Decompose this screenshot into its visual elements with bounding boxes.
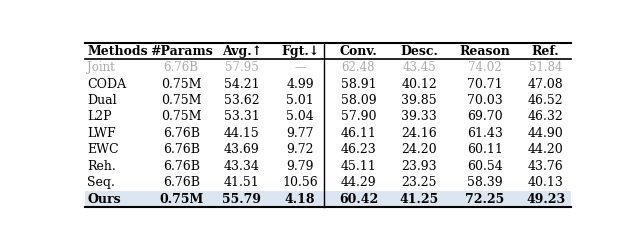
Text: 60.42: 60.42 [339,193,378,205]
Text: 45.11: 45.11 [340,160,376,173]
Text: 53.62: 53.62 [224,94,260,107]
Text: 46.23: 46.23 [340,143,376,156]
Text: 46.11: 46.11 [340,127,376,140]
Text: 40.12: 40.12 [401,77,437,91]
Text: 72.25: 72.25 [465,193,504,205]
Text: 9.77: 9.77 [287,127,314,140]
Text: LWF: LWF [88,127,116,140]
Text: 0.75M: 0.75M [161,77,202,91]
Text: 44.20: 44.20 [528,143,564,156]
Text: 43.76: 43.76 [528,160,564,173]
Text: 24.20: 24.20 [401,143,437,156]
Text: CODA: CODA [88,77,127,91]
Text: 6.76B: 6.76B [163,160,200,173]
Text: 60.54: 60.54 [467,160,503,173]
Text: 24.16: 24.16 [401,127,437,140]
Text: 51.84: 51.84 [529,61,563,74]
Text: #Params: #Params [150,45,212,58]
Text: 9.79: 9.79 [287,160,314,173]
Text: 49.23: 49.23 [526,193,565,205]
Text: 70.71: 70.71 [467,77,503,91]
Text: 0.75M: 0.75M [161,94,202,107]
Text: L2P: L2P [88,110,112,123]
Text: 55.79: 55.79 [223,193,261,205]
Text: 41.25: 41.25 [399,193,439,205]
Text: Ref.: Ref. [532,45,559,58]
Text: Reason: Reason [460,45,511,58]
Text: 9.72: 9.72 [287,143,314,156]
Text: 60.11: 60.11 [467,143,503,156]
Text: 74.02: 74.02 [468,61,502,74]
Text: 0.75M: 0.75M [159,193,204,205]
Text: 44.90: 44.90 [528,127,564,140]
Text: Ours: Ours [88,193,121,205]
Text: 23.93: 23.93 [401,160,437,173]
Text: EWC: EWC [88,143,119,156]
Text: 4.99: 4.99 [286,77,314,91]
Text: 6.76B: 6.76B [163,143,200,156]
Text: 6.76B: 6.76B [163,127,200,140]
Text: —: — [294,61,306,74]
Text: 62.48: 62.48 [342,61,375,74]
Text: 44.15: 44.15 [224,127,260,140]
Text: 44.29: 44.29 [340,176,376,189]
Text: 6.76B: 6.76B [164,61,198,74]
Text: 58.91: 58.91 [340,77,376,91]
Text: Avg.↑: Avg.↑ [222,45,262,58]
Text: 57.95: 57.95 [225,61,259,74]
Text: 43.45: 43.45 [403,61,436,74]
Text: Desc.: Desc. [400,45,438,58]
Text: 23.25: 23.25 [401,176,437,189]
Text: 61.43: 61.43 [467,127,503,140]
Text: 58.39: 58.39 [467,176,503,189]
Text: 39.33: 39.33 [401,110,437,123]
Text: 4.18: 4.18 [285,193,316,205]
Text: 43.69: 43.69 [224,143,260,156]
FancyBboxPatch shape [85,191,571,207]
Text: 54.21: 54.21 [224,77,260,91]
Text: Reh.: Reh. [88,160,116,173]
Text: 58.09: 58.09 [340,94,376,107]
Text: 5.01: 5.01 [286,94,314,107]
Text: 47.08: 47.08 [528,77,564,91]
Text: 10.56: 10.56 [282,176,318,189]
Text: Dual: Dual [88,94,117,107]
Text: 5.04: 5.04 [286,110,314,123]
Text: 41.51: 41.51 [224,176,260,189]
Text: 53.31: 53.31 [224,110,260,123]
Text: 6.76B: 6.76B [163,176,200,189]
Text: Conv.: Conv. [339,45,377,58]
Text: Fgt.↓: Fgt.↓ [281,45,319,58]
Text: Joint: Joint [88,61,115,74]
Text: 39.85: 39.85 [401,94,437,107]
Text: 57.90: 57.90 [340,110,376,123]
Text: 0.75M: 0.75M [161,110,202,123]
Text: 43.34: 43.34 [224,160,260,173]
Text: 40.13: 40.13 [528,176,564,189]
Text: Seq.: Seq. [88,176,115,189]
Text: 46.52: 46.52 [528,94,564,107]
Text: 46.32: 46.32 [528,110,564,123]
Text: Methods: Methods [88,45,148,58]
Text: 70.03: 70.03 [467,94,503,107]
Text: 69.70: 69.70 [467,110,503,123]
